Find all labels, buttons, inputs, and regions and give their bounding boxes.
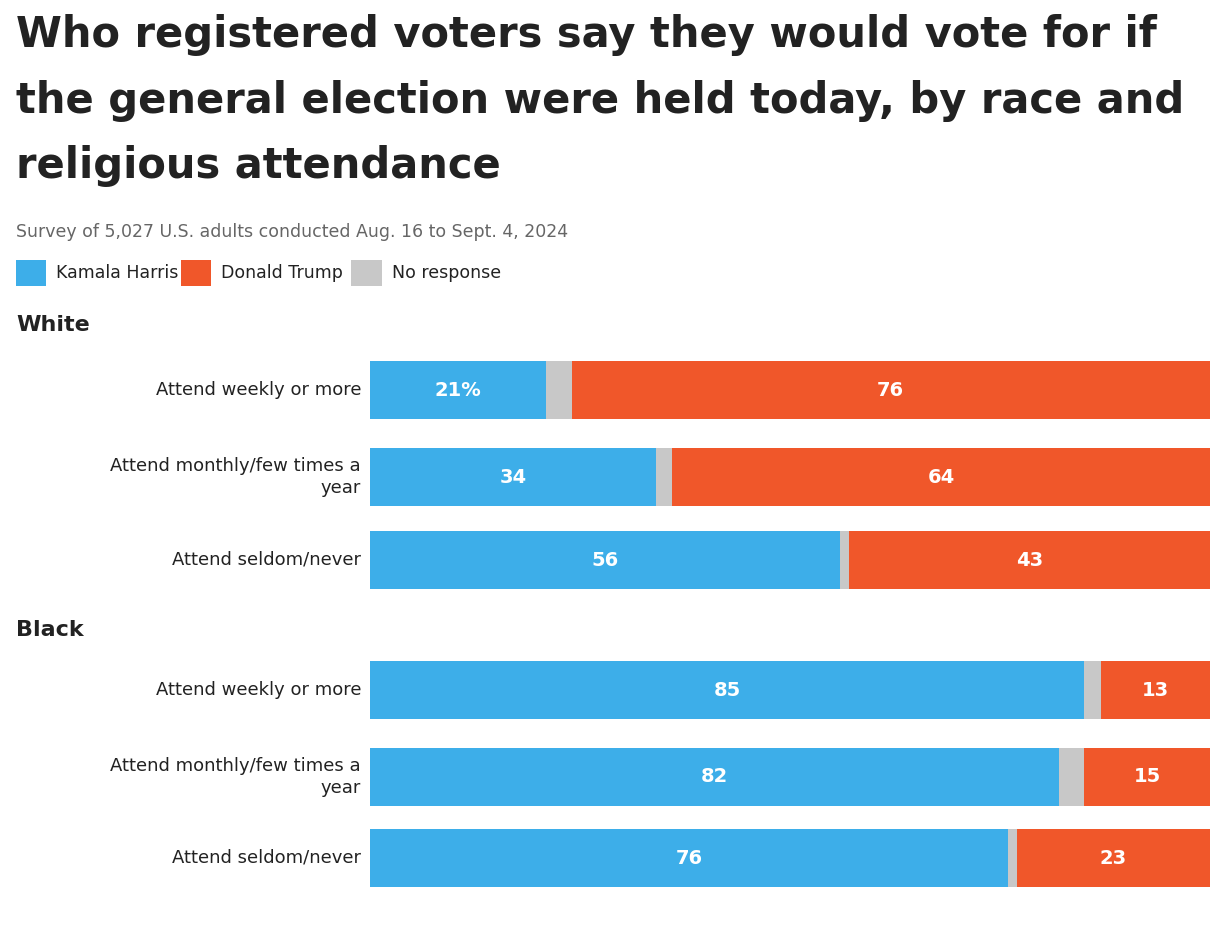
Text: 13: 13 xyxy=(1142,680,1169,699)
Text: 21%: 21% xyxy=(434,381,482,400)
Text: Attend weekly or more: Attend weekly or more xyxy=(156,381,361,399)
Text: 56: 56 xyxy=(592,550,619,569)
Text: 76: 76 xyxy=(877,381,904,400)
Bar xyxy=(655,448,672,506)
Text: Donald Trump: Donald Trump xyxy=(221,264,343,283)
Bar xyxy=(370,448,655,506)
Bar xyxy=(572,361,1210,419)
Text: White: White xyxy=(16,315,89,335)
Bar xyxy=(1100,661,1210,719)
Bar xyxy=(1016,829,1210,887)
Bar xyxy=(370,829,1009,887)
Bar xyxy=(1085,661,1100,719)
Bar xyxy=(547,361,572,419)
Text: 43: 43 xyxy=(1016,550,1043,569)
Text: religious attendance: religious attendance xyxy=(16,145,500,187)
Text: Attend seldom/never: Attend seldom/never xyxy=(172,551,361,569)
Text: 82: 82 xyxy=(700,768,728,786)
Text: the general election were held today, by race and: the general election were held today, by… xyxy=(16,80,1185,122)
Text: Who registered voters say they would vote for if: Who registered voters say they would vot… xyxy=(16,14,1157,56)
Bar xyxy=(1085,748,1210,806)
Bar xyxy=(370,748,1059,806)
Text: 76: 76 xyxy=(676,849,703,868)
Bar xyxy=(370,661,1085,719)
Bar xyxy=(370,361,547,419)
Text: Attend monthly/few times a
year: Attend monthly/few times a year xyxy=(111,757,361,797)
Text: Attend weekly or more: Attend weekly or more xyxy=(156,681,361,699)
Bar xyxy=(370,531,841,589)
Text: 85: 85 xyxy=(714,680,741,699)
Text: 34: 34 xyxy=(499,467,526,487)
Text: 64: 64 xyxy=(927,467,955,487)
Text: 15: 15 xyxy=(1133,768,1160,786)
Text: Kamala Harris: Kamala Harris xyxy=(56,264,178,283)
Bar xyxy=(672,448,1210,506)
Bar xyxy=(1059,748,1085,806)
Text: No response: No response xyxy=(392,264,500,283)
Text: Attend monthly/few times a
year: Attend monthly/few times a year xyxy=(111,457,361,497)
Text: Black: Black xyxy=(16,620,83,640)
Bar xyxy=(841,531,849,589)
Text: Survey of 5,027 U.S. adults conducted Aug. 16 to Sept. 4, 2024: Survey of 5,027 U.S. adults conducted Au… xyxy=(16,223,569,241)
Bar xyxy=(849,531,1210,589)
Text: 23: 23 xyxy=(1100,849,1127,868)
Bar xyxy=(1009,829,1016,887)
Text: Attend seldom/never: Attend seldom/never xyxy=(172,849,361,867)
